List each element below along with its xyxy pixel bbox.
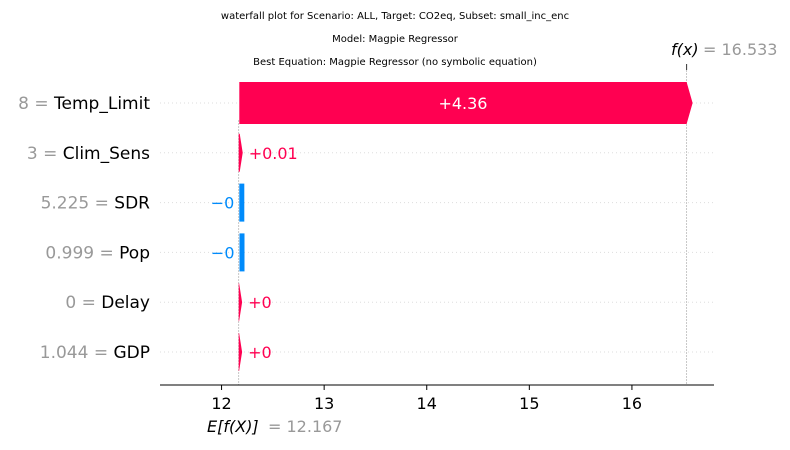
- title-line-2: Model: Magpie Regressor: [332, 34, 459, 45]
- title-line-3: Best Equation: Magpie Regressor (no symb…: [253, 57, 537, 68]
- feature-label: 0.999 = Pop: [45, 243, 150, 263]
- title-line-1: waterfall plot for Scenario: ALL, Target…: [221, 11, 569, 22]
- feature-value: 3 =: [27, 144, 63, 164]
- feature-label: 1.044 = GDP: [40, 343, 150, 363]
- contribution-label: −0: [211, 194, 235, 213]
- fx-value: = 16.533: [703, 40, 777, 59]
- contribution-bar: [239, 183, 245, 222]
- feature-name: SDR: [114, 194, 150, 214]
- feature-name: Temp_Limit: [53, 94, 150, 114]
- fx-label: f(x): [671, 40, 699, 59]
- contribution-bar: [239, 233, 245, 272]
- efx-value: = 12.167: [268, 417, 342, 436]
- feature-label: 5.225 = SDR: [41, 194, 151, 214]
- feature-name: Clim_Sens: [63, 144, 150, 164]
- efx-label: E[f(X)]: [207, 417, 259, 436]
- x-tick-label: 15: [519, 394, 539, 413]
- feature-value: 8 =: [18, 94, 54, 114]
- feature-value: 0.999 =: [45, 243, 119, 263]
- feature-name: GDP: [113, 343, 150, 363]
- contribution-label: +0: [248, 293, 272, 312]
- contribution-label: +0: [248, 343, 272, 362]
- contribution-label: +0.01: [249, 144, 298, 163]
- x-tick-label: 14: [417, 394, 437, 413]
- contribution-bar: [239, 82, 693, 124]
- contribution-bar: [238, 333, 243, 371]
- feature-value: 1.044 =: [40, 343, 114, 363]
- feature-name: Pop: [119, 243, 150, 263]
- feature-label: 0 = Delay: [65, 293, 150, 313]
- feature-label: 8 = Temp_Limit: [18, 94, 150, 114]
- feature-value: 5.225 =: [41, 194, 115, 214]
- contribution-bar: [238, 133, 243, 172]
- feature-label: 3 = Clim_Sens: [27, 144, 150, 164]
- contribution-label: −0: [211, 243, 235, 262]
- x-tick-label: 13: [314, 394, 334, 413]
- x-tick-label: 16: [622, 394, 642, 413]
- x-tick-label: 12: [211, 394, 231, 413]
- contribution-label: +4.36: [438, 94, 487, 113]
- feature-name: Delay: [101, 293, 150, 313]
- contribution-bar: [238, 283, 243, 322]
- feature-value: 0 =: [65, 293, 101, 313]
